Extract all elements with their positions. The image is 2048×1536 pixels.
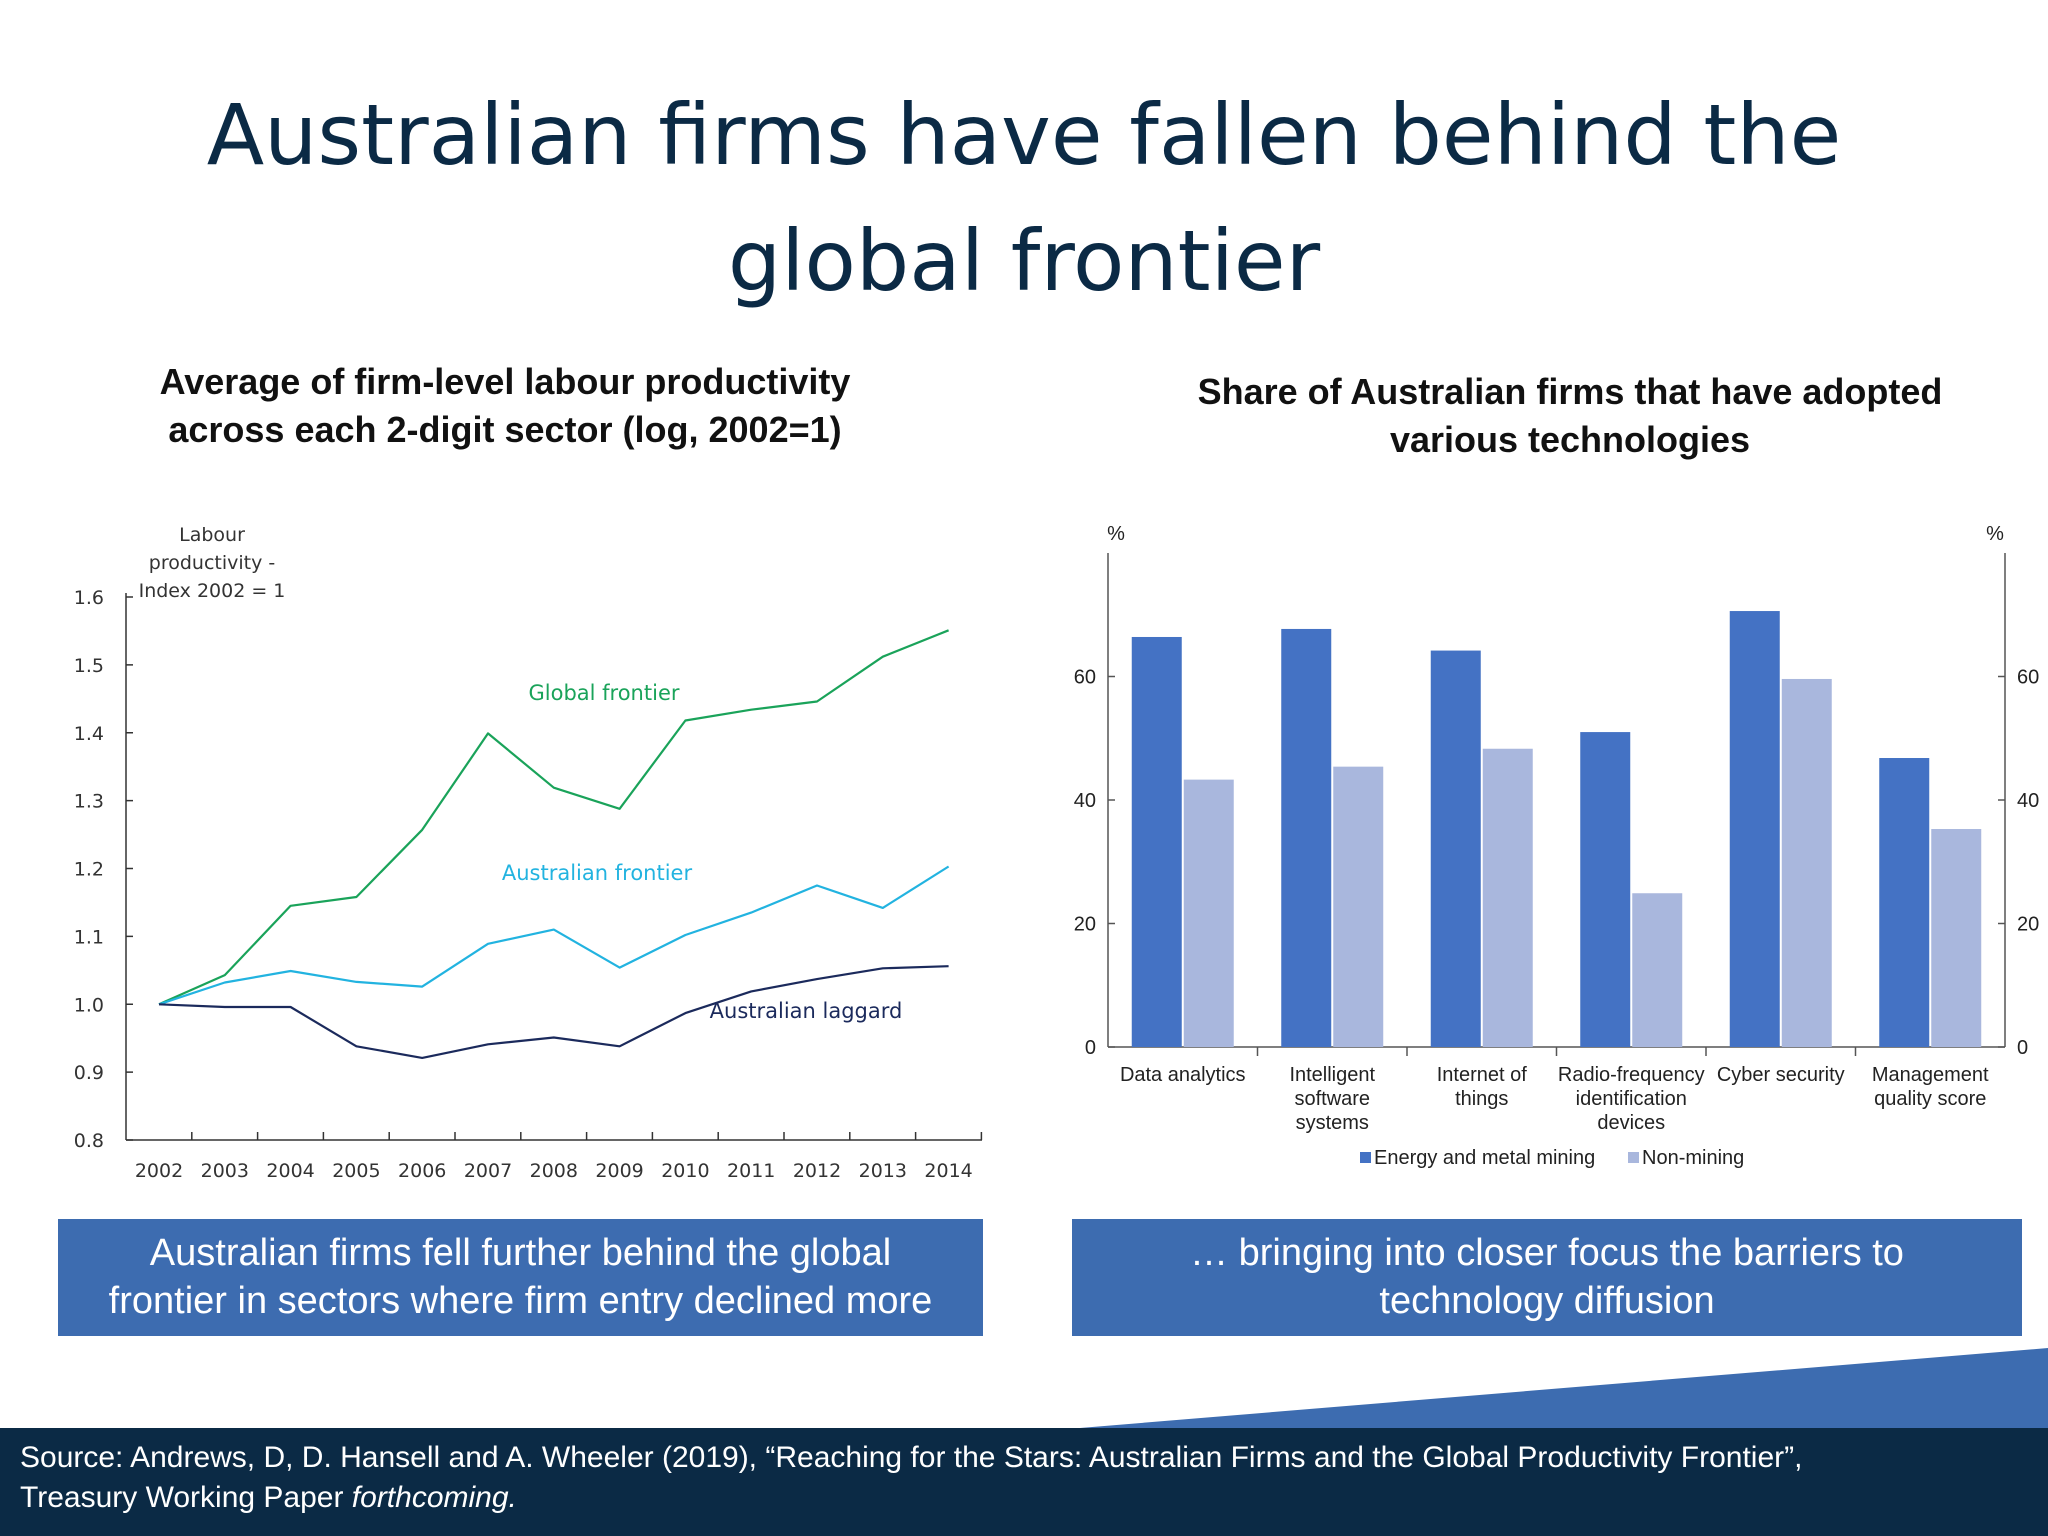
series-line-global-frontier <box>158 629 950 1006</box>
y-tick-label-right: 20 <box>2017 914 2039 936</box>
wedge-shape <box>1080 1348 2048 1430</box>
category-label: Intelligent <box>1289 1064 1375 1086</box>
bar-non-mining <box>1333 766 1384 1047</box>
category-label: things <box>1455 1088 1508 1110</box>
caption-left: Australian firms fell further behind the… <box>58 1219 983 1336</box>
caption-left-line-1: Australian firms fell further behind the… <box>149 1232 892 1274</box>
x-tick-label: 2012 <box>793 1160 841 1182</box>
productivity-chart-title-line-2: across each 2-digit sector (log, 2002=1) <box>168 409 842 450</box>
x-tick-label: 2004 <box>266 1160 314 1182</box>
x-tick-label: 2011 <box>727 1160 775 1182</box>
y-tick-label-left: 20 <box>1074 914 1096 936</box>
series-line-australian-frontier <box>158 865 950 1006</box>
category-label: identification <box>1576 1088 1687 1110</box>
x-tick-label: 2010 <box>661 1160 709 1182</box>
bar-energy-and-metal-mining <box>1729 611 1780 1047</box>
category-label: Radio-frequency <box>1558 1064 1705 1086</box>
bar-non-mining <box>1781 678 1832 1047</box>
source-line-2-prefix: Treasury Working Paper <box>20 1481 352 1514</box>
bar-energy-and-metal-mining <box>1430 650 1481 1047</box>
series-label-global-frontier: Global frontier <box>528 681 679 705</box>
bar-non-mining <box>1931 829 1982 1047</box>
decorative-wedge <box>1080 1348 2048 1430</box>
legend-label: Non-mining <box>1642 1147 1744 1169</box>
y-axis-label: productivity - <box>149 552 275 574</box>
y-tick-label: 1.0 <box>74 994 104 1016</box>
category-label: software <box>1294 1088 1370 1110</box>
source-line-2-italic: forthcoming. <box>351 1481 517 1514</box>
legend-swatch <box>1628 1152 1639 1163</box>
slide-title-line-2: global frontier <box>727 212 1321 310</box>
source-line-1: Source: Andrews, D, D. Hansell and A. Wh… <box>20 1441 1803 1474</box>
source-line-2: Treasury Working Paper forthcoming. <box>20 1478 2048 1518</box>
productivity-chart-title-line-1: Average of firm-level labour productivit… <box>159 361 851 402</box>
caption-left-line-2: frontier in sectors where firm entry dec… <box>108 1280 933 1322</box>
productivity-line-chart: 0.8 0.9 1.0 1.1 1.2 1.3 1.4 1.5 1.6 2002 2003 2004 2… <box>74 524 983 1182</box>
bar-non-mining <box>1183 779 1234 1047</box>
bar-energy-and-metal-mining <box>1281 628 1332 1047</box>
bar-non-mining <box>1632 893 1683 1047</box>
bar-non-mining <box>1482 748 1533 1047</box>
y-tick-label-left: 40 <box>1074 790 1096 812</box>
x-tick-label: 2003 <box>201 1160 249 1182</box>
y-tick-label-right: 40 <box>2017 790 2039 812</box>
technology-bar-chart: % % 0 0 20 20 40 40 60 60 Data analytics Intelligen… <box>1074 523 2040 1169</box>
y-tick-label: 1.5 <box>74 655 104 677</box>
x-tick-label: 2008 <box>530 1160 578 1182</box>
series-label-australian-laggard: Australian laggard <box>710 999 903 1023</box>
x-tick-label: 2014 <box>924 1160 972 1182</box>
y-tick-label: 1.3 <box>74 791 104 813</box>
category-label: Data analytics <box>1120 1064 1246 1086</box>
caption-right-line-2: technology diffusion <box>1379 1280 1715 1322</box>
productivity-chart-title: Average of firm-level labour productivit… <box>60 358 950 454</box>
source-footer: Source: Andrews, D, D. Hansell and A. Wh… <box>0 1428 2048 1536</box>
y-axis-label: Index 2002 = 1 <box>139 580 286 602</box>
y-axis-label: Labour <box>179 524 245 546</box>
y-tick-label-left: 60 <box>1074 667 1096 689</box>
category-label: Management <box>1872 1064 1989 1086</box>
y-tick-label: 0.9 <box>74 1062 104 1084</box>
x-tick-label: 2007 <box>464 1160 512 1182</box>
x-tick-label: 2006 <box>398 1160 446 1182</box>
technology-chart-title-line-1: Share of Australian firms that have adop… <box>1197 371 1943 412</box>
y-tick-label: 1.1 <box>74 926 104 948</box>
x-tick-label: 2002 <box>135 1160 183 1182</box>
y-tick-label: 1.6 <box>74 587 104 609</box>
category-label: systems <box>1296 1112 1369 1134</box>
legend-label: Energy and metal mining <box>1374 1147 1595 1169</box>
slide-title-line-1: Australian firms have fallen behind the <box>206 86 1842 184</box>
y-tick-label-right: 0 <box>2017 1037 2028 1059</box>
technology-chart-title-line-2: various technologies <box>1389 419 1751 460</box>
bar-energy-and-metal-mining <box>1879 758 1930 1047</box>
y-tick-label-left: 0 <box>1085 1037 1096 1059</box>
y-axis-right-unit: % <box>1986 523 2004 545</box>
series-label-australian-frontier: Australian frontier <box>502 861 693 885</box>
technology-chart-title: Share of Australian firms that have adop… <box>1120 368 2020 464</box>
category-label: Cyber security <box>1717 1064 1845 1086</box>
y-tick-label: 0.8 <box>74 1130 104 1152</box>
caption-right: … bringing into closer focus the barrier… <box>1072 1219 2022 1336</box>
category-label: Internet of <box>1437 1064 1528 1086</box>
x-tick-label: 2009 <box>595 1160 643 1182</box>
legend-swatch <box>1360 1152 1371 1163</box>
x-tick-label: 2013 <box>859 1160 907 1182</box>
bar-energy-and-metal-mining <box>1580 732 1631 1047</box>
bar-energy-and-metal-mining <box>1131 636 1182 1047</box>
slide-title: Australian firms have fallen behind the … <box>0 72 2048 324</box>
y-tick-label: 1.4 <box>74 723 104 745</box>
category-label: devices <box>1597 1112 1665 1134</box>
y-tick-label-right: 60 <box>2017 667 2039 689</box>
category-label: quality score <box>1874 1088 1986 1110</box>
y-axis-left-unit: % <box>1107 523 1125 545</box>
x-tick-label: 2005 <box>332 1160 380 1182</box>
y-tick-label: 1.2 <box>74 859 104 881</box>
series-line-australian-laggard <box>158 965 949 1060</box>
caption-right-line-1: … bringing into closer focus the barrier… <box>1190 1232 1904 1274</box>
